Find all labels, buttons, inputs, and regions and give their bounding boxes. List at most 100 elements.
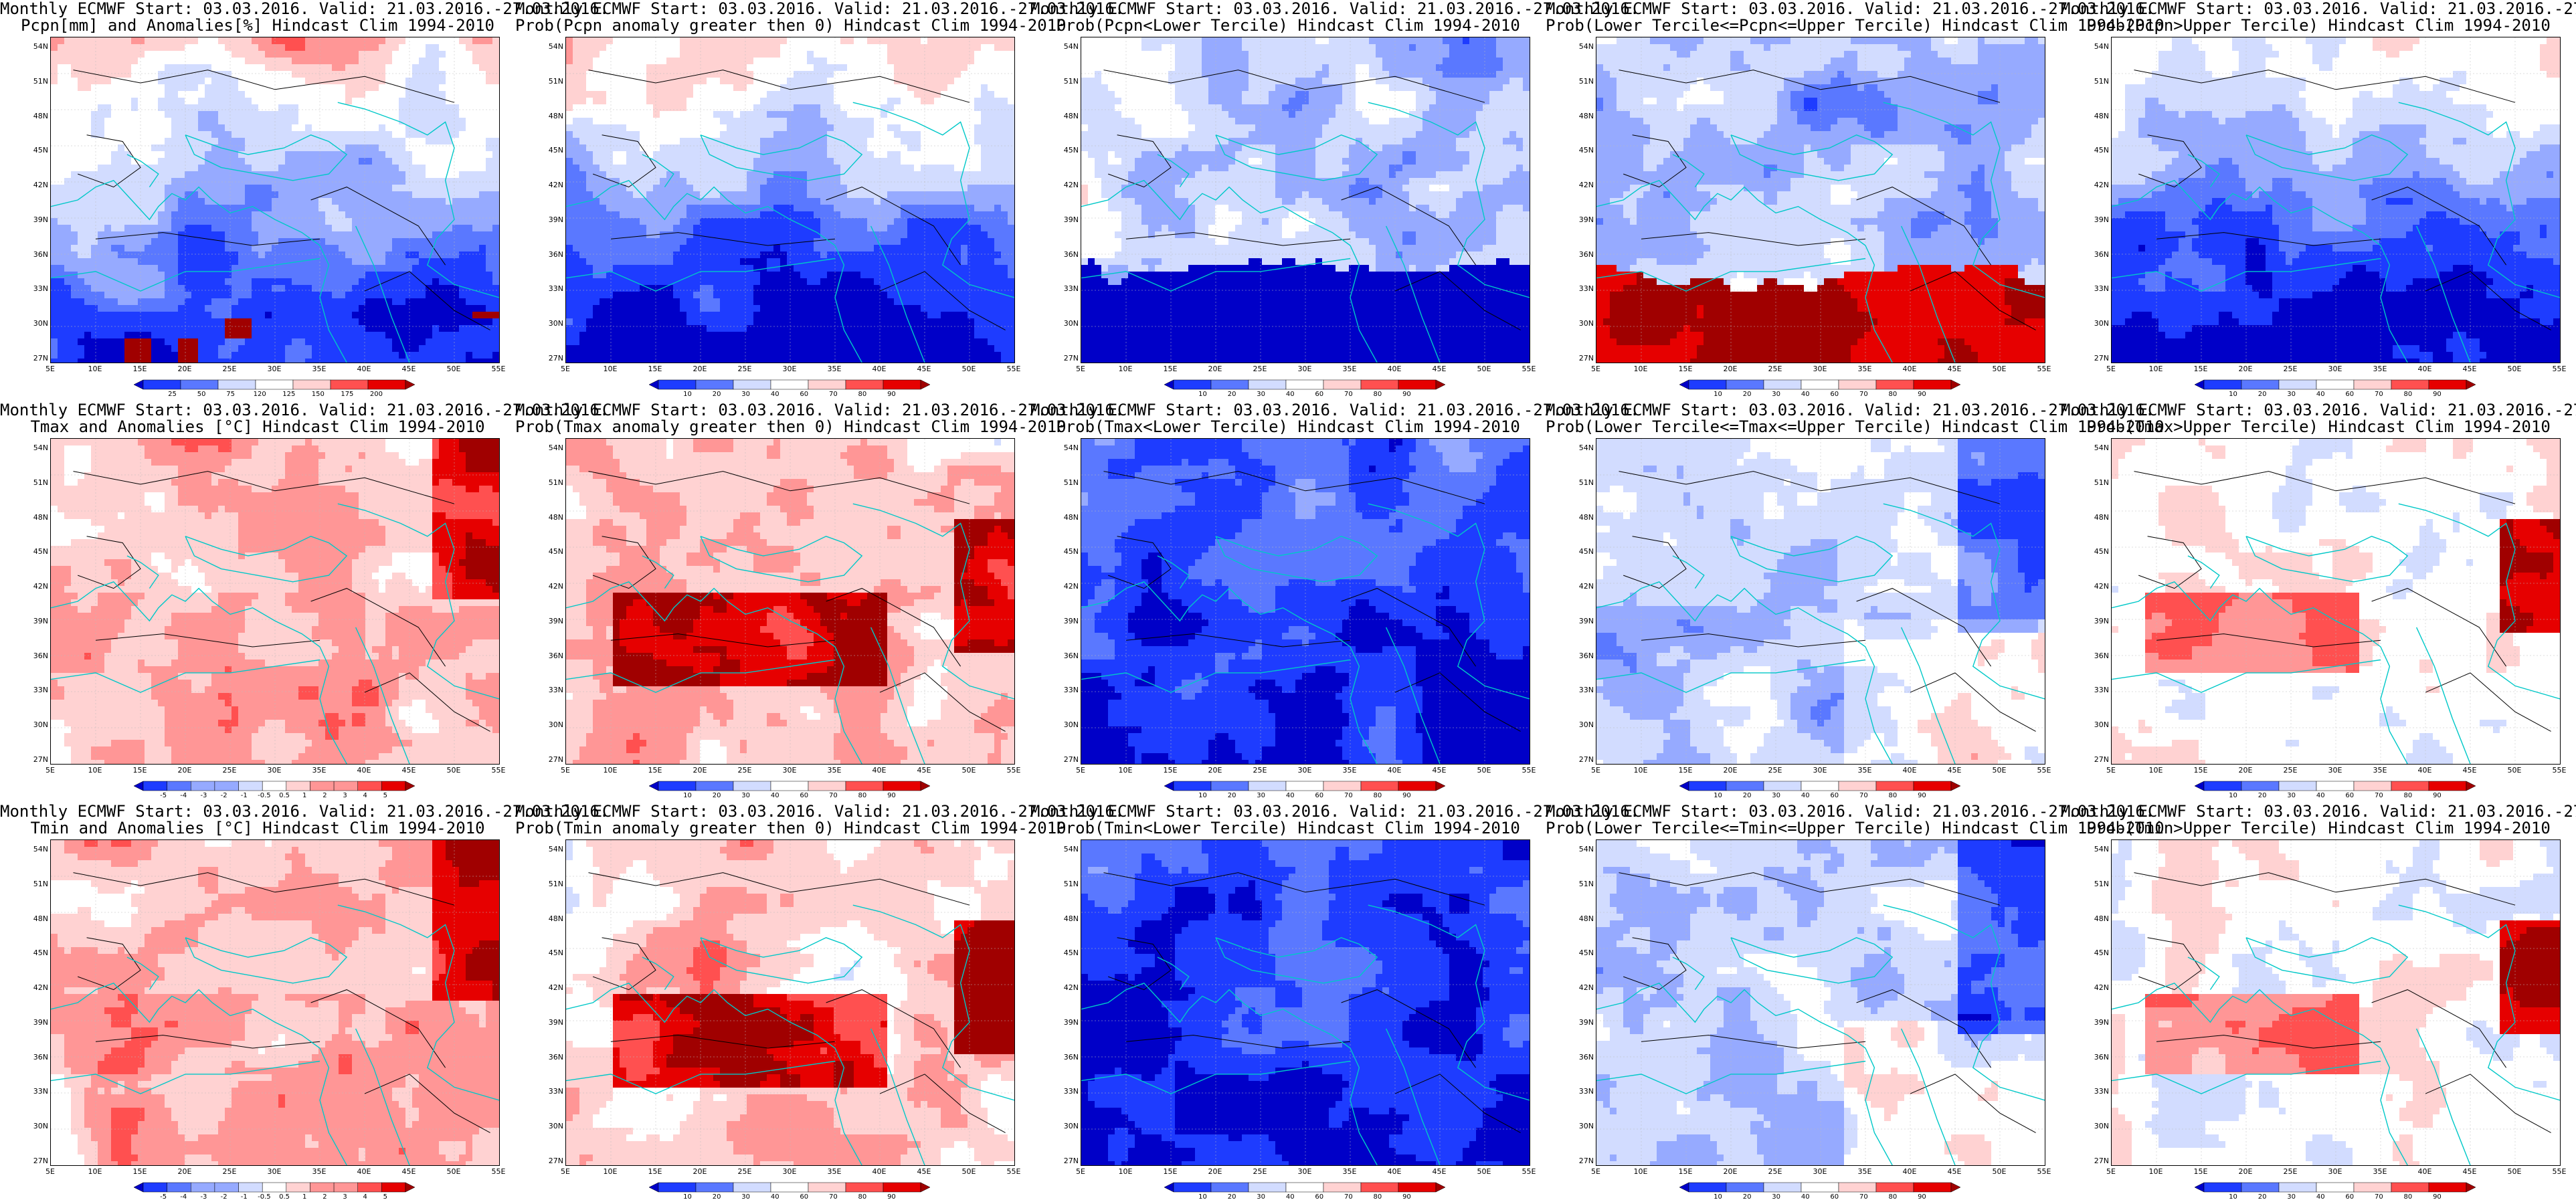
- colorbar-tick-label: 20: [2252, 391, 2272, 398]
- colorbar-tick-label: -2: [214, 1193, 234, 1201]
- colorbar-tick-label: 5: [375, 1193, 395, 1201]
- forecast-map: [2111, 37, 2561, 363]
- colorbar-tick-label: 40: [1795, 792, 1815, 799]
- colorbar-tick-label: 20: [1222, 391, 1242, 398]
- latitude-label: 51N: [1578, 478, 1594, 487]
- latitude-label: 48N: [2093, 513, 2109, 522]
- colorbar-tick-label: 10: [1708, 391, 1728, 398]
- colorbar-tick-label: 5: [375, 792, 395, 799]
- longitude-label: 10E: [2142, 1167, 2169, 1176]
- longitude-label: 40E: [1896, 766, 1923, 775]
- colorbar-tick-label: 20: [707, 1193, 727, 1201]
- longitude-label: 45E: [1941, 1167, 1968, 1176]
- latitude-label: 30N: [1578, 1122, 1594, 1130]
- latitude-label: 54N: [1578, 42, 1594, 51]
- coastlines: [2112, 503, 2560, 764]
- colorbar-tick-label: 10: [2223, 391, 2243, 398]
- field-shading: [2112, 439, 2560, 764]
- longitude-label: 55E: [2031, 766, 2057, 775]
- longitude-label: 10E: [1112, 365, 1139, 373]
- longitude-label: 40E: [866, 365, 893, 373]
- colorbar-tick-label: 90: [881, 1193, 901, 1201]
- colorbar-tick-label: -3: [193, 1193, 213, 1201]
- colorbar-tick-label: 30: [1766, 391, 1786, 398]
- colorbar: [1164, 1182, 1446, 1193]
- isoline-contours: [1619, 872, 2036, 1133]
- latitude-label: 39N: [32, 215, 48, 224]
- longitude-label: 55E: [2031, 365, 2057, 373]
- latitude-label: 33N: [1063, 284, 1079, 293]
- longitude-label: 30E: [1807, 1167, 1833, 1176]
- colorbar-tick-label: 80: [852, 391, 872, 398]
- latitude-label: 51N: [547, 880, 563, 888]
- latitude-label: 39N: [1063, 617, 1079, 625]
- isoline-contours: [73, 872, 490, 1133]
- colorbar-tick-label: 60: [794, 391, 814, 398]
- colorbar-tick-label: 30: [2282, 1193, 2302, 1201]
- longitude-label: 25E: [1247, 1167, 1273, 1176]
- longitude-label: 30E: [2322, 1167, 2349, 1176]
- longitude-label: 35E: [306, 766, 333, 775]
- longitude-label: 30E: [261, 766, 288, 775]
- latitude-label: 36N: [547, 250, 563, 259]
- isoline-contours: [73, 471, 490, 732]
- longitude-label: 35E: [306, 365, 333, 373]
- colorbar-tick-label: 10: [1193, 1193, 1213, 1201]
- panel-title: Prob(Pcpn<Lower Tercile) Hindcast Clim 1…: [1030, 17, 1546, 34]
- longitude-label: 30E: [776, 766, 803, 775]
- latitude-label: 30N: [2093, 319, 2109, 328]
- colorbar-tick-label: 40: [1795, 391, 1815, 398]
- panel-header-line: Monthly ECMWF Start: 03.03.2016. Valid: …: [515, 401, 1124, 419]
- latitude-label: 30N: [1578, 319, 1594, 328]
- longitude-label: 50E: [2501, 365, 2528, 373]
- longitude-label: 30E: [261, 1167, 288, 1176]
- graticule: [2112, 840, 2560, 1165]
- latitude-label: 51N: [32, 77, 48, 86]
- panel-header-line: Monthly ECMWF Start: 03.03.2016. Valid: …: [2061, 401, 2576, 419]
- colorbar-tick-label: 4: [355, 792, 375, 799]
- longitude-label: 25E: [1762, 1167, 1788, 1176]
- latitude-label: 30N: [1063, 720, 1079, 729]
- longitude-label: 15E: [1157, 365, 1184, 373]
- colorbar-tick-label: 200: [366, 391, 386, 398]
- coastlines: [51, 503, 499, 764]
- longitude-label: 55E: [1515, 766, 1542, 775]
- longitude-label: 55E: [1000, 1167, 1027, 1176]
- latitude-label: 39N: [2093, 1018, 2109, 1027]
- colorbar-tick-label: -4: [173, 792, 193, 799]
- latitude-label: 45N: [32, 948, 48, 957]
- graticule: [51, 840, 499, 1165]
- longitude-label: 10E: [597, 1167, 624, 1176]
- colorbar-tick-label: 10: [1193, 792, 1213, 799]
- longitude-label: 30E: [261, 365, 288, 373]
- longitude-label: 20E: [1202, 766, 1228, 775]
- latitude-label: 33N: [2093, 284, 2109, 293]
- latitude-label: 45N: [1063, 547, 1079, 556]
- latitude-label: 42N: [32, 983, 48, 992]
- latitude-label: 45N: [1578, 146, 1594, 155]
- longitude-label: 40E: [866, 1167, 893, 1176]
- colorbar-tick-label: 80: [2398, 1193, 2418, 1201]
- latitude-label: 45N: [1578, 948, 1594, 957]
- colorbar-tick-label: -1: [234, 792, 254, 799]
- latitude-label: 42N: [2093, 983, 2109, 992]
- longitude-label: 30E: [2322, 766, 2349, 775]
- longitude-label: 20E: [1717, 365, 1744, 373]
- latitude-label: 54N: [2093, 443, 2109, 452]
- colorbar-tick-label: 90: [1396, 1193, 1416, 1201]
- forecast-map: [2111, 438, 2561, 765]
- latitude-label: 33N: [1063, 1087, 1079, 1096]
- colorbar: [2194, 379, 2476, 390]
- colorbar-tick-label: 90: [2427, 792, 2447, 799]
- latitude-label: 51N: [2093, 77, 2109, 86]
- colorbar-tick-label: 3: [335, 792, 355, 799]
- field-shading: [1596, 439, 2045, 764]
- colorbar-tick-label: 40: [1280, 391, 1300, 398]
- colorbar: [1164, 379, 1446, 390]
- colorbar-tick-label: 3: [335, 1193, 355, 1201]
- isoline-contours: [73, 70, 490, 330]
- map-panel: Monthly ECMWF Start: 03.03.2016. Valid: …: [2061, 0, 2576, 401]
- coastlines: [1081, 503, 1530, 764]
- longitude-label: 20E: [1202, 1167, 1228, 1176]
- map-panel: Monthly ECMWF Start: 03.03.2016. Valid: …: [0, 401, 609, 803]
